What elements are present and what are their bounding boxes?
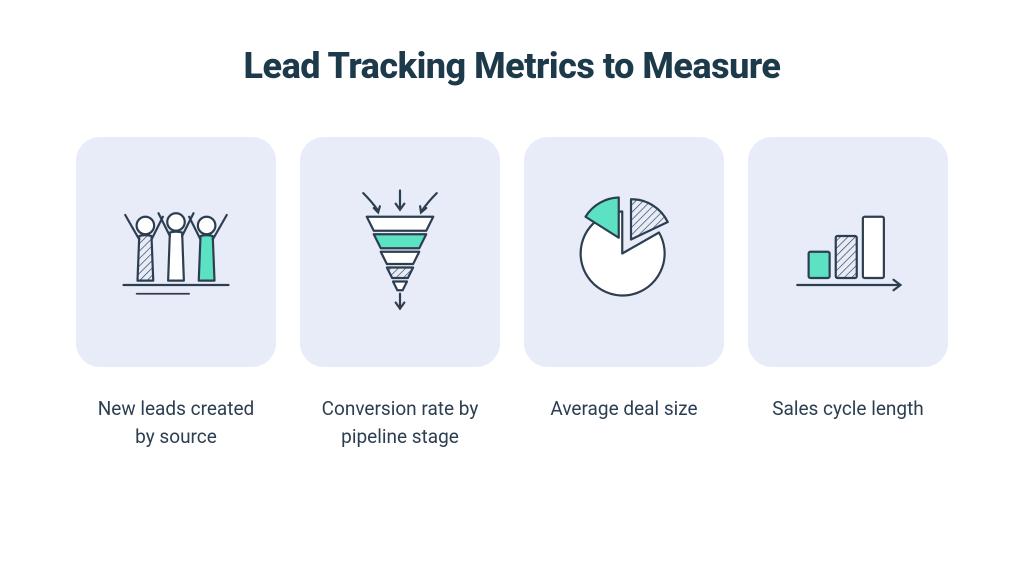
pie-chart-icon: [554, 180, 694, 324]
card-tile: [748, 137, 948, 367]
card-caption: Conversion rate by pipeline stage: [310, 395, 490, 450]
card-cycle-length: Sales cycle length: [748, 137, 948, 450]
card-new-leads: New leads created by source: [76, 137, 276, 450]
cards-row: New leads created by source: [76, 137, 948, 450]
card-caption: New leads created by source: [86, 395, 266, 450]
bar-chart-growing-icon: [778, 180, 918, 324]
page-title: Lead Tracking Metrics to Measure: [244, 45, 781, 87]
card-tile: [76, 137, 276, 367]
card-tile: [524, 137, 724, 367]
people-raised-arms-icon: [106, 180, 246, 324]
card-conversion: Conversion rate by pipeline stage: [300, 137, 500, 450]
card-deal-size: Average deal size: [524, 137, 724, 450]
card-caption: Average deal size: [550, 395, 697, 423]
funnel-stages-icon: [330, 180, 470, 324]
card-caption: Sales cycle length: [772, 395, 924, 423]
card-tile: [300, 137, 500, 367]
